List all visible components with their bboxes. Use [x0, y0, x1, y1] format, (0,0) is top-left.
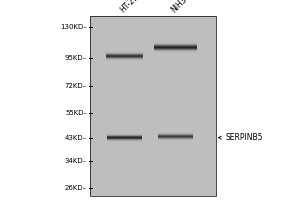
Text: 43KD–: 43KD–	[65, 135, 87, 141]
Text: NIH3T3: NIH3T3	[169, 0, 195, 14]
Bar	[106, 58, 143, 59]
Text: HT-29: HT-29	[118, 0, 140, 14]
Bar	[106, 60, 143, 61]
Bar	[154, 42, 197, 43]
Bar	[158, 138, 193, 139]
Bar	[154, 51, 197, 52]
Bar	[107, 141, 142, 142]
Bar	[158, 136, 193, 137]
Bar	[158, 135, 193, 136]
Text: 130KD–: 130KD–	[60, 24, 87, 30]
Bar	[106, 56, 143, 57]
Bar	[106, 59, 143, 60]
Bar	[107, 133, 142, 134]
Text: 55KD–: 55KD–	[65, 110, 87, 116]
Bar	[154, 50, 197, 51]
Bar	[90, 16, 216, 196]
Bar	[107, 136, 142, 137]
Bar	[106, 53, 143, 54]
Bar	[154, 49, 197, 50]
Text: 72KD–: 72KD–	[65, 83, 87, 89]
Bar	[154, 45, 197, 46]
Bar	[107, 138, 142, 139]
Bar	[106, 57, 143, 58]
Bar	[158, 132, 193, 133]
Bar	[154, 43, 197, 44]
Bar	[154, 46, 197, 47]
Bar	[107, 140, 142, 141]
Bar	[158, 139, 193, 140]
Bar	[107, 135, 142, 136]
Bar	[106, 55, 143, 56]
Bar	[90, 16, 216, 196]
Bar	[154, 52, 197, 53]
Text: 95KD–: 95KD–	[65, 55, 87, 61]
Text: 34KD–: 34KD–	[65, 158, 87, 164]
Bar	[107, 134, 142, 135]
Bar	[106, 54, 143, 55]
Bar	[158, 137, 193, 138]
Bar	[107, 139, 142, 140]
Bar	[106, 52, 143, 53]
Bar	[106, 51, 143, 52]
Bar	[154, 48, 197, 49]
Bar	[107, 137, 142, 138]
Bar	[158, 133, 193, 134]
Bar	[158, 140, 193, 141]
Text: SERPINB5: SERPINB5	[218, 133, 262, 142]
Bar	[158, 134, 193, 135]
Bar	[154, 44, 197, 45]
Bar	[154, 47, 197, 48]
Text: 26KD–: 26KD–	[65, 185, 87, 191]
